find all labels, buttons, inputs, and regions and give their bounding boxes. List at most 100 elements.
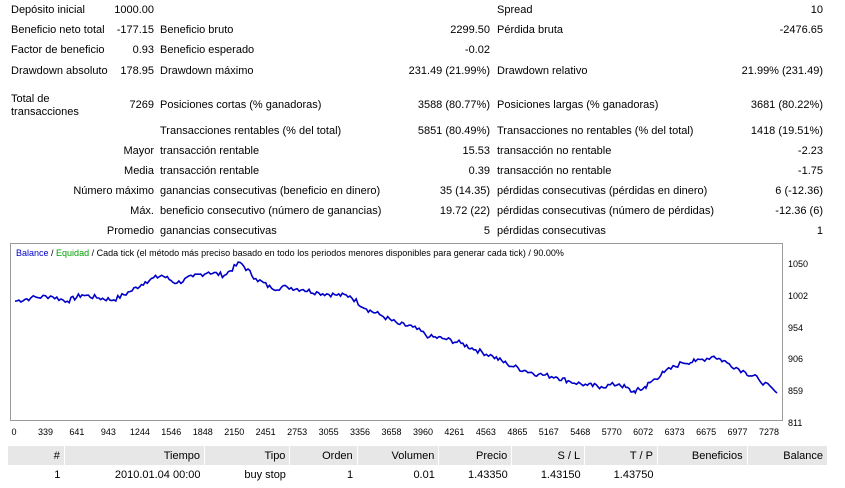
x-tick-label: 6977: [727, 427, 748, 437]
legend-separator: /: [48, 248, 57, 258]
table-row[interactable]: 1 2010.01.04 00:00 buy stop 1 0.01 1.43350 1.4…: [8, 465, 828, 484]
trans-rentables-label: Transacciones rentables (% del total): [160, 125, 342, 137]
x-tick-label: 3055: [318, 427, 339, 437]
y-tick-label: 811: [788, 418, 803, 428]
mayor-no-rentable-value: -2.23: [797, 145, 823, 157]
orders-column-header[interactable]: Tipo: [204, 446, 291, 465]
trans-no-rentables-value: 1418 (19.51%): [750, 125, 823, 137]
table-cell: 0.01: [413, 468, 435, 481]
max-no-rentable-label: pérdidas consecutivas (número de pérdida…: [497, 205, 715, 217]
x-tick-label: 4261: [444, 427, 465, 437]
table-cell: 1: [347, 468, 354, 481]
total-transacciones-label-line1: Total de: [11, 93, 50, 105]
deposito-inicial-label: Depósito inicial: [11, 4, 85, 16]
numero-maximo-rentable-label: ganancias consecutivas (beneficio en din…: [160, 185, 381, 197]
promedio-no-rentable-label: pérdidas consecutivas: [497, 225, 606, 237]
media-label: Media: [124, 165, 154, 177]
legend-equidad: Equidad: [56, 248, 90, 258]
mayor-label: Mayor: [123, 145, 154, 157]
y-tick-label: 906: [788, 354, 804, 365]
orders-column-header[interactable]: Orden: [289, 446, 358, 465]
table-cell: buy stop: [244, 468, 286, 481]
x-tick-label: 6373: [664, 427, 685, 437]
x-tick-label: 2150: [224, 427, 245, 437]
x-tick-label: 1244: [129, 427, 150, 437]
x-tick-label: 3658: [381, 427, 402, 437]
table-cell: [747, 465, 827, 484]
promedio-rentable-label: ganancias consecutivas: [160, 225, 277, 237]
x-tick-label: 4563: [475, 427, 496, 437]
y-tick-label: 954: [788, 322, 804, 333]
legend-balance: Balance: [16, 248, 49, 258]
orders-column-header[interactable]: Beneficios: [657, 446, 748, 465]
x-tick-label: 3960: [412, 427, 433, 437]
mayor-rentable-label: transacción rentable: [160, 145, 260, 157]
x-tick-label: 641: [69, 427, 85, 437]
table-cell: 1: [54, 468, 61, 481]
table-cell: 1.43350: [467, 468, 508, 481]
factor-beneficio-label: Factor de beneficio: [11, 44, 105, 56]
x-tick-label: 339: [37, 427, 53, 437]
perdida-bruta-label: Pérdida bruta: [497, 24, 564, 36]
x-tick-label: 1848: [192, 427, 213, 437]
x-tick-label: 7278: [758, 427, 780, 437]
balance-chart: [10, 243, 783, 421]
trans-no-rentables-label: Transacciones no rentables (% del total): [497, 125, 694, 137]
beneficio-neto-value: -177.15: [116, 24, 154, 36]
media-no-rentable-label: transacción no rentable: [497, 165, 612, 177]
spread-value: 10: [810, 4, 823, 16]
orders-column-header[interactable]: Precio: [438, 446, 513, 465]
posiciones-cortas-label: Posiciones cortas (% ganadoras): [160, 99, 322, 111]
x-tick-label: 6675: [696, 427, 717, 437]
x-tick-label: 2451: [255, 427, 276, 437]
drawdown-absoluto-value: 178.95: [120, 65, 154, 77]
x-tick-label: 2753: [287, 427, 308, 437]
y-tick-label: 1002: [788, 290, 809, 301]
orders-column-header[interactable]: Balance: [747, 446, 829, 465]
numero-maximo-rentable-value: 35 (14.35): [439, 185, 490, 197]
drawdown-relativo-label: Drawdown relativo: [497, 65, 588, 77]
beneficio-esperado-label: Beneficio esperado: [160, 44, 255, 56]
x-tick-label: 0: [11, 427, 17, 437]
trans-rentables-value: 5851 (80.49%): [417, 125, 490, 137]
factor-beneficio-value: 0.93: [132, 44, 154, 56]
drawdown-maximo-label: Drawdown máximo: [160, 65, 254, 77]
table-cell: [657, 465, 747, 484]
media-rentable-label: transacción rentable: [160, 165, 260, 177]
orders-column-header[interactable]: Volumen: [357, 446, 440, 465]
orders-column-header[interactable]: T / P: [584, 446, 658, 465]
y-tick-label: 859: [788, 386, 804, 397]
promedio-rentable-value: 5: [483, 225, 490, 237]
max-rentable-value: 19.72 (22): [439, 205, 490, 217]
x-tick-label: 5468: [570, 427, 591, 437]
posiciones-largas-value: 3681 (80.22%): [750, 99, 823, 111]
orders-column-header[interactable]: Tiempo: [64, 446, 205, 465]
series-line-balance: [14, 261, 778, 395]
orders-column-header[interactable]: #: [8, 446, 65, 465]
beneficio-bruto-value: 2299.50: [450, 24, 490, 36]
x-tick-label: 5167: [538, 427, 559, 437]
beneficio-neto-label: Beneficio neto total: [11, 24, 105, 36]
legend-model-text: / Cada tick (el método más preciso basad…: [89, 248, 564, 258]
numero-maximo-no-rentable-label: pérdidas consecutivas (pérdidas en diner…: [497, 185, 708, 197]
table-cell: 2010.01.04 00:00: [114, 468, 201, 481]
orders-column-header[interactable]: S / L: [511, 446, 586, 465]
y-tick-label: 1050: [788, 259, 809, 269]
max-rentable-label: beneficio consecutivo (número de gananci…: [160, 205, 382, 217]
media-no-rentable-value: -1.75: [797, 165, 823, 177]
drawdown-absoluto-label: Drawdown absoluto: [11, 65, 108, 77]
mayor-rentable-value: 15.53: [462, 145, 490, 157]
spread-label: Spread: [497, 4, 533, 16]
max-label: Máx.: [130, 205, 154, 217]
x-tick-label: 6072: [633, 427, 654, 437]
total-transacciones-label-line2: transacciones: [11, 106, 79, 118]
x-tick-label: 3356: [350, 427, 371, 437]
table-cell: 1.43150: [540, 468, 581, 481]
drawdown-relativo-value: 21.99% (231.49): [741, 65, 823, 77]
promedio-label: Promedio: [106, 225, 154, 237]
table-cell: 1.43750: [613, 468, 654, 481]
x-tick-label: 943: [100, 427, 116, 437]
drawdown-maximo-value: 231.49 (21.99%): [408, 65, 490, 77]
posiciones-largas-label: Posiciones largas (% ganadoras): [497, 99, 659, 111]
